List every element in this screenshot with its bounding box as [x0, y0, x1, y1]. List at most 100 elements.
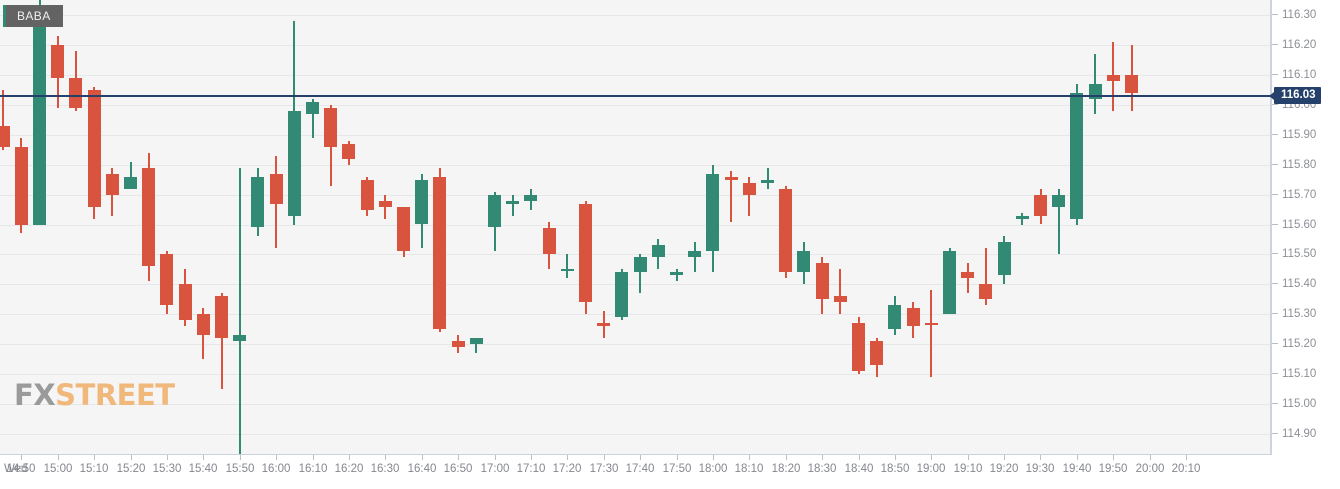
candle-body [178, 284, 192, 321]
candlestick[interactable] [797, 0, 811, 454]
candlestick[interactable] [87, 0, 101, 454]
candlestick[interactable] [397, 0, 410, 454]
candlestick[interactable] [1015, 0, 1029, 454]
candlestick[interactable] [287, 0, 301, 454]
time-tick-label: 18:50 [880, 463, 910, 475]
candlestick[interactable] [124, 0, 137, 454]
candle-body [852, 323, 865, 372]
candlestick[interactable] [1088, 0, 1102, 454]
candlestick[interactable] [1034, 0, 1047, 454]
candlestick[interactable] [997, 0, 1011, 454]
candlestick[interactable] [196, 0, 210, 454]
time-tick-label: 18:10 [734, 463, 764, 475]
candlestick-plot-area[interactable]: BABA FXSTREET [0, 0, 1272, 455]
candlestick[interactable] [451, 0, 465, 454]
candlestick[interactable] [597, 0, 611, 454]
time-tick-label: 16:10 [298, 463, 328, 475]
candlestick[interactable] [779, 0, 793, 454]
candle-body [251, 176, 265, 228]
candlestick[interactable] [324, 0, 338, 454]
candle-body [906, 308, 920, 327]
watermark-fx: FX [14, 378, 56, 412]
candlestick[interactable] [342, 0, 356, 454]
candlestick[interactable] [924, 0, 938, 454]
time-axis[interactable]: Wed 14:50 15:00 15:10 15:20 15:30 15:40 15:50 16… [0, 455, 1272, 489]
time-tick-label: 18:20 [771, 463, 801, 475]
candlestick[interactable] [33, 0, 46, 454]
candlestick[interactable] [142, 0, 156, 454]
candlestick[interactable] [833, 0, 847, 454]
candlestick[interactable] [560, 0, 574, 454]
time-tick-label: 20:10 [1171, 463, 1201, 475]
candlestick[interactable] [488, 0, 501, 454]
candlestick[interactable] [14, 0, 28, 454]
candlestick[interactable] [761, 0, 774, 454]
candlestick[interactable] [233, 0, 247, 454]
candlestick[interactable] [579, 0, 592, 454]
candle-wick [748, 176, 751, 216]
candle-wick [129, 161, 132, 189]
candlestick[interactable] [615, 0, 629, 454]
candlestick[interactable] [542, 0, 556, 454]
symbol-badge[interactable]: BABA [3, 5, 63, 27]
candlestick[interactable] [105, 0, 119, 454]
candle-body [269, 173, 283, 204]
candlestick[interactable] [979, 0, 993, 454]
time-tick [385, 455, 386, 460]
candlestick[interactable] [251, 0, 265, 454]
candlestick[interactable] [888, 0, 902, 454]
candlestick[interactable] [0, 0, 10, 454]
candle-body [69, 77, 83, 108]
candlestick[interactable] [378, 0, 392, 454]
candlestick[interactable] [1052, 0, 1066, 454]
candlestick[interactable] [852, 0, 865, 454]
time-tick-label: 16:40 [407, 463, 437, 475]
candle-body [761, 179, 774, 183]
candlestick[interactable] [870, 0, 884, 454]
candlestick[interactable] [51, 0, 65, 454]
time-tick [458, 455, 459, 460]
candlestick[interactable] [670, 0, 683, 454]
candle-body [287, 110, 301, 216]
candlestick[interactable] [506, 0, 520, 454]
candle-body [815, 263, 829, 300]
candlestick[interactable] [688, 0, 702, 454]
candlestick[interactable] [524, 0, 538, 454]
candlestick[interactable] [815, 0, 829, 454]
time-tick-label: 16:20 [334, 463, 364, 475]
candle-wick [839, 269, 842, 315]
candlestick[interactable] [706, 0, 720, 454]
candlestick[interactable] [742, 0, 756, 454]
candlestick[interactable] [724, 0, 738, 454]
current-price-line [0, 94, 1270, 97]
candlestick[interactable] [651, 0, 665, 454]
candlestick[interactable] [360, 0, 374, 454]
candlestick[interactable] [906, 0, 920, 454]
candlestick[interactable] [1070, 0, 1084, 454]
candle-body [742, 182, 756, 195]
candle-body [979, 284, 993, 300]
candle-body [342, 143, 356, 159]
candle-body [924, 323, 938, 326]
gridline [0, 374, 1270, 375]
candlestick[interactable] [178, 0, 192, 454]
candle-body [997, 242, 1011, 276]
candlestick[interactable] [306, 0, 319, 454]
price-axis[interactable]: 116.30 116.20 116.10 116.00 115.90 115.80 115.… [1269, 0, 1340, 455]
candlestick[interactable] [469, 0, 483, 454]
candlestick[interactable] [69, 0, 83, 454]
candle-body [1034, 194, 1047, 216]
candlestick[interactable] [269, 0, 283, 454]
candlestick[interactable] [215, 0, 228, 454]
candlestick[interactable] [961, 0, 975, 454]
candlestick[interactable] [633, 0, 647, 454]
candlestick[interactable] [160, 0, 174, 454]
candlestick[interactable] [1106, 0, 1120, 454]
candlestick[interactable] [415, 0, 429, 454]
candlestick[interactable] [433, 0, 447, 454]
gridline [0, 195, 1270, 196]
price-tick-label: 114.90 [1272, 427, 1340, 441]
candlestick[interactable] [1125, 0, 1138, 454]
time-tick-label: 17:10 [516, 463, 546, 475]
candlestick[interactable] [943, 0, 956, 454]
